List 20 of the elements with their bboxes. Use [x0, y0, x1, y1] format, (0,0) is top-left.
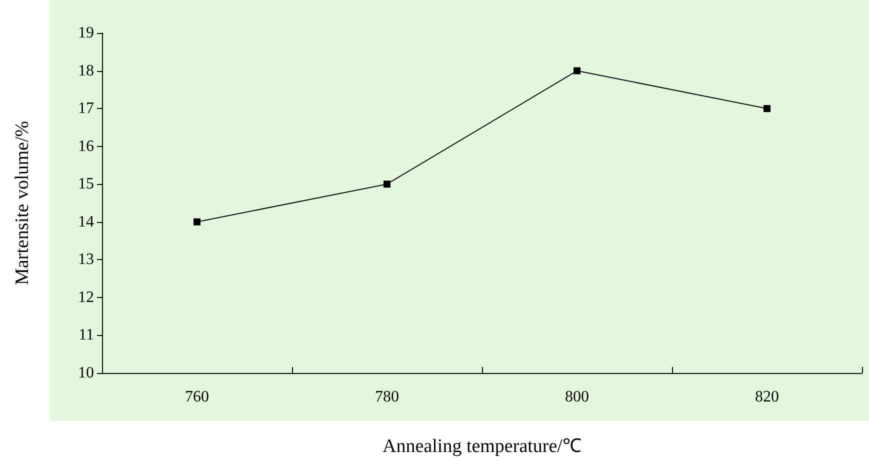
x-tick-label: 820 — [755, 388, 779, 406]
y-tick-label: 18 — [78, 62, 94, 80]
y-tick-label: 16 — [78, 138, 94, 155]
point — [384, 180, 390, 188]
y-tick-label: 10 — [78, 364, 94, 382]
x-axis-title: Annealing temperature/℃ — [382, 436, 582, 457]
y-tick-label: 12 — [78, 288, 94, 306]
x-tick-label: 780 — [375, 388, 399, 406]
point — [764, 105, 770, 112]
y-tick-label: 19 — [78, 24, 94, 42]
y-tick-label: 13 — [78, 251, 94, 268]
x-tick-label: 800 — [565, 388, 589, 406]
y-tick-label: 14 — [78, 213, 94, 230]
y-tick-label: 15 — [78, 176, 94, 193]
y-tick-label: 11 — [78, 326, 94, 344]
y-axis-title: Martensite volume/% — [12, 120, 33, 286]
y-tick-label: 17 — [78, 100, 94, 118]
point — [574, 67, 580, 74]
x-tick-label: 760 — [185, 388, 209, 406]
point — [194, 218, 200, 226]
